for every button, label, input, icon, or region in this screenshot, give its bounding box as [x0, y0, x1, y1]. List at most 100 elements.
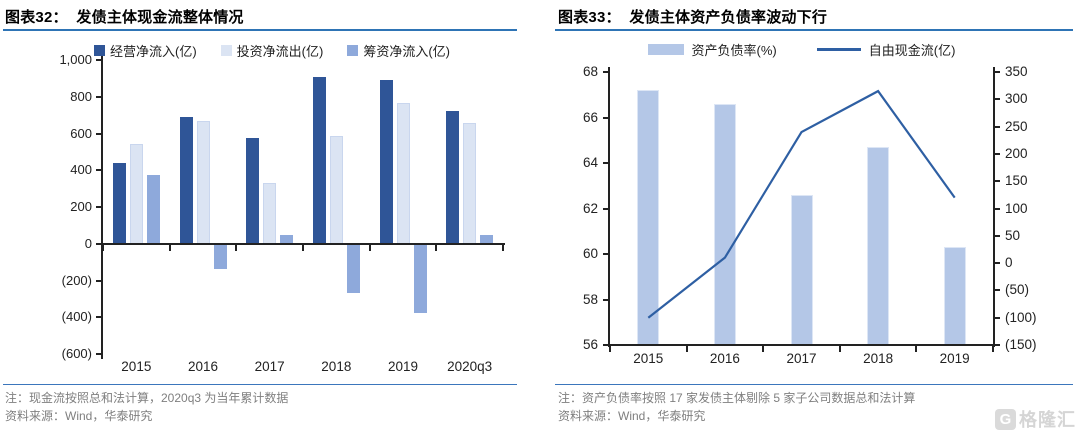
- left-axis-tick: [603, 116, 610, 119]
- legend-item: 投资净流出(亿): [220, 41, 324, 60]
- x-tick-label: 2015: [633, 351, 664, 366]
- bar-筹资净流入(亿): [280, 234, 294, 244]
- x-tick-label: 2019: [387, 359, 419, 374]
- bar-投资净流出(亿): [329, 136, 343, 244]
- right-tick-label: 0: [1005, 255, 1013, 271]
- left-axis-tick: [603, 71, 610, 73]
- left-tick-label: 58: [582, 291, 598, 307]
- y-tick-label: 1,000: [59, 52, 92, 67]
- x-axis-tick: [838, 346, 841, 352]
- x-tick-label: 2018: [321, 359, 352, 374]
- legend: 经营净流入(亿) 投资净流出(亿) 筹资净流入(亿): [94, 41, 450, 60]
- right-axis-tick: [993, 71, 1000, 73]
- x-tick-label: 2016: [709, 351, 740, 366]
- legend-swatch-icon: [347, 45, 359, 56]
- x-axis-tick: [168, 244, 171, 251]
- legend-label: 经营净流入(亿): [110, 44, 197, 59]
- x-axis-tick: [685, 346, 688, 352]
- y-axis-tick: [96, 169, 103, 172]
- right-tick-label: 200: [1005, 145, 1028, 161]
- y-tick-label: (600): [61, 346, 92, 361]
- right-axis-tick: [993, 207, 1000, 210]
- legend-item: 自由现金流(亿): [816, 40, 956, 59]
- legend-label: 自由现金流(亿): [868, 43, 956, 58]
- right-axis-line: [993, 67, 995, 347]
- x-axis-tick: [102, 244, 104, 251]
- x-tick-label: 2017: [786, 351, 817, 366]
- x-axis-tick: [502, 244, 504, 251]
- legend-swatch-icon: [94, 45, 105, 56]
- legend-label: 投资净流出(亿): [236, 44, 324, 59]
- bar-资产负债率(%): [713, 103, 736, 345]
- left-axis-tick: [603, 207, 610, 210]
- x-tick-label: 2015: [121, 359, 152, 374]
- bar-投资净流出(亿): [196, 120, 210, 244]
- legend-item: 筹资净流入(亿): [347, 41, 450, 60]
- y-tick-label: 800: [70, 88, 92, 104]
- bar-筹资净流入(亿): [480, 235, 494, 244]
- left-tick-label: 66: [582, 109, 598, 125]
- bar-资产负债率(%): [867, 147, 890, 345]
- y-tick-label: (400): [61, 309, 92, 325]
- y-axis-tick: [96, 279, 103, 282]
- right-tick-label: 150: [1005, 173, 1028, 189]
- y-axis-tick: [96, 242, 103, 245]
- left-axis-tick: [603, 162, 610, 164]
- bar-资产负债率(%): [790, 194, 813, 345]
- bar-经营净流入(亿): [446, 111, 460, 244]
- y-axis-tick: [96, 132, 103, 135]
- gelonghui-watermark: G 格隆汇: [995, 406, 1076, 432]
- figure-33-source: 资料来源：Wind，华泰研究: [558, 409, 706, 423]
- x-axis-tick: [435, 244, 438, 251]
- figure-32-source: 资料来源：Wind，华泰研究: [5, 409, 153, 423]
- left-axis-line: [608, 67, 610, 347]
- bar-资产负债率(%): [943, 247, 966, 345]
- y-axis-tick: [96, 95, 103, 98]
- gelonghui-logo-icon: G: [995, 408, 1016, 430]
- y-axis-tick: [96, 316, 103, 319]
- legend-label: 资产负债率(%): [691, 43, 777, 58]
- x-axis-tick: [302, 244, 304, 251]
- bar-投资净流出(亿): [129, 143, 143, 244]
- legend: 资产负债率(%) 自由现金流(亿): [610, 40, 993, 59]
- gelonghui-watermark-text: 格隆汇: [1019, 410, 1076, 430]
- x-axis-line: [608, 344, 995, 346]
- right-tick-label: (150): [1005, 337, 1037, 352]
- right-axis-tick: [993, 234, 1000, 237]
- x-axis-tick: [992, 346, 994, 352]
- left-axis-tick: [603, 344, 610, 346]
- right-tick-label: 300: [1005, 91, 1028, 107]
- y-tick-label: (200): [61, 272, 92, 288]
- left-tick-label: 68: [582, 64, 598, 79]
- right-tick-label: 50: [1005, 227, 1021, 243]
- figure-33-title-rule: [555, 29, 1073, 31]
- bar-筹资净流入(亿): [146, 174, 160, 244]
- figure-32-title-rule: [3, 29, 517, 31]
- bar-投资净流出(亿): [463, 123, 477, 244]
- x-tick-label: 2019: [939, 351, 970, 366]
- legend-line-swatch-icon: [816, 48, 861, 51]
- right-tick-label: (50): [1005, 282, 1030, 298]
- bar-资产负债率(%): [637, 90, 660, 345]
- left-tick-label: 60: [582, 246, 598, 261]
- x-axis-tick: [235, 244, 238, 251]
- x-tick-label: 2020q3: [447, 359, 493, 374]
- y-axis-line: [101, 55, 103, 359]
- figure-33-panel: 图表33： 发债主体资产负债率波动下行 68 66 64 62 60 58 56 350 300…: [540, 0, 1080, 438]
- figure-32-title: 图表32： 发债主体现金流整体情况: [5, 9, 244, 26]
- right-axis-tick: [993, 262, 1000, 265]
- bar-经营净流入(亿): [112, 162, 126, 244]
- left-tick-label: 64: [582, 155, 598, 170]
- figure-33-footer-rule: [555, 384, 1073, 385]
- right-axis-tick: [993, 316, 1000, 319]
- y-tick-label: 0: [84, 235, 92, 251]
- right-tick-label: 350: [1005, 64, 1028, 79]
- figure-32-panel: 图表32： 发债主体现金流整体情况 1,000 800 600 400 200 0 (200…: [3, 9, 517, 423]
- x-axis-tick: [368, 244, 371, 251]
- left-axis-tick: [603, 298, 610, 301]
- left-tick-label: 62: [582, 200, 598, 216]
- figure-33-chart: 68 66 64 62 60 58 56 350 300 250 200 150 100 50 0 (50) (…: [540, 0, 1080, 438]
- bar-投资净流出(亿): [396, 103, 410, 244]
- x-tick-label: 2018: [863, 351, 894, 366]
